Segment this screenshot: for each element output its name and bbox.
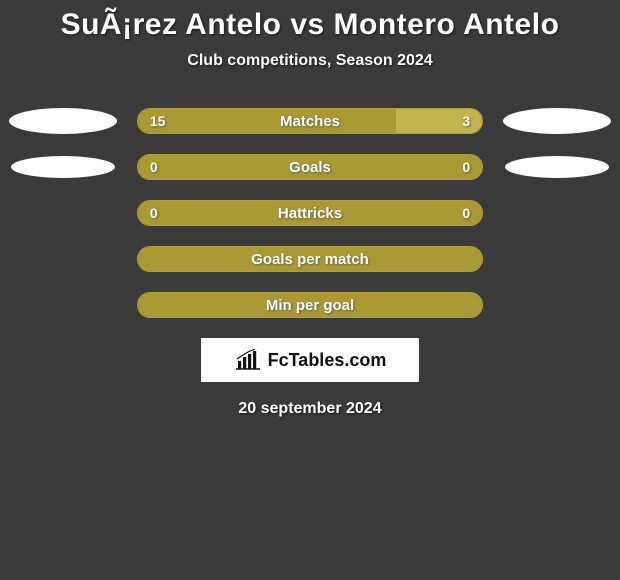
left-side (8, 108, 119, 134)
stat-row: Min per goal (0, 292, 620, 318)
stat-row: 153Matches (0, 108, 620, 134)
page-title: SuÃ¡rez Antelo vs Montero Antelo (0, 8, 620, 42)
player-marker-left (9, 108, 117, 134)
left-side (8, 156, 119, 178)
stat-bar: 00Goals (137, 154, 483, 180)
logo-text: FcTables.com (268, 350, 387, 371)
stat-bar: 153Matches (137, 108, 483, 134)
stat-rows: 153Matches 00Goals 00Hattricks Goals per ma… (0, 108, 620, 318)
right-side (501, 108, 612, 134)
right-side (501, 156, 612, 178)
chart-icon (234, 349, 262, 371)
stat-label: Goals (138, 155, 482, 179)
date-caption: 20 september 2024 (0, 400, 620, 418)
stat-label: Goals per match (138, 247, 482, 271)
stat-bar: Min per goal (137, 292, 483, 318)
comparison-widget: SuÃ¡rez Antelo vs Montero Antelo Club co… (0, 0, 620, 418)
stat-label: Matches (138, 109, 482, 133)
stat-label: Hattricks (138, 201, 482, 225)
stat-label: Min per goal (138, 293, 482, 317)
player-marker-right (505, 156, 609, 178)
stat-row: 00Goals (0, 154, 620, 180)
stat-bar: Goals per match (137, 246, 483, 272)
player-marker-left (11, 156, 115, 178)
stat-bar: 00Hattricks (137, 200, 483, 226)
page-subtitle: Club competitions, Season 2024 (0, 52, 620, 70)
fctables-logo[interactable]: FcTables.com (201, 338, 419, 382)
stat-row: 00Hattricks (0, 200, 620, 226)
stat-row: Goals per match (0, 246, 620, 272)
player-marker-right (503, 108, 611, 134)
